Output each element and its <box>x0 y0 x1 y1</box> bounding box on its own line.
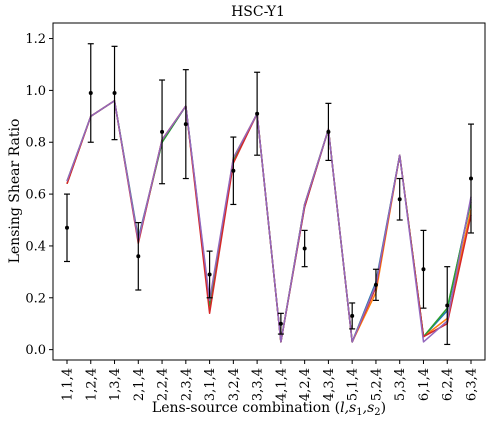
x-tick-label: 2,1,4 <box>132 368 147 401</box>
data-point <box>136 254 141 259</box>
x-tick-label: 3,2,4 <box>227 368 242 401</box>
data-point <box>255 111 260 116</box>
x-tick-label: 4,3,4 <box>322 368 337 401</box>
data-point <box>278 321 283 326</box>
x-tick-label: 5,1,4 <box>346 368 361 401</box>
y-tick-label: 1.2 <box>25 32 46 47</box>
y-axis-label: Lensing Shear Ratio <box>7 119 23 264</box>
data-point <box>183 122 188 127</box>
model-line <box>66 100 472 343</box>
data-point <box>231 168 236 173</box>
data-point <box>421 267 426 272</box>
y-tick-label: 0.2 <box>25 291 46 306</box>
y-tick-label: 0.6 <box>25 188 46 203</box>
x-tick-label: 1,1,4 <box>61 368 76 401</box>
y-axis: 0.0 0.2 0.4 0.6 0.8 1.0 1.2 <box>25 32 53 358</box>
x-tick-label: 6,2,4 <box>441 368 456 401</box>
model-lines <box>66 100 472 343</box>
x-tick-label: 1,2,4 <box>84 368 99 401</box>
chart-title: HSC-Y1 <box>231 4 285 20</box>
x-tick-label: 5,2,4 <box>369 368 384 401</box>
data-point <box>397 197 402 202</box>
x-tick-label: 6,3,4 <box>465 368 480 401</box>
x-tick-label: 2,2,4 <box>156 368 171 401</box>
x-axis-label: Lens-source combination (l,s1,s2) <box>152 400 386 418</box>
data-point <box>373 282 378 287</box>
y-tick-label: 0.8 <box>25 136 46 151</box>
x-tick-label: 1,3,4 <box>108 368 123 401</box>
plot-area <box>52 22 486 361</box>
x-tick-label: 3,1,4 <box>203 368 218 401</box>
data-point <box>207 272 212 277</box>
data-point <box>65 225 69 230</box>
x-tick-label: 5,3,4 <box>393 368 408 401</box>
data-point <box>88 90 93 95</box>
measurements <box>64 43 474 346</box>
data-point <box>469 176 473 181</box>
data-point <box>160 129 165 134</box>
x-tick-label: 3,3,4 <box>251 368 266 401</box>
y-tick-label: 0.4 <box>25 239 46 254</box>
y-tick-label: 0.0 <box>25 343 46 358</box>
data-point <box>350 313 355 318</box>
x-tick-label: 6,1,4 <box>417 368 432 401</box>
data-point <box>326 129 331 134</box>
x-tick-label: 4,1,4 <box>274 368 289 401</box>
data-point <box>302 246 307 251</box>
y-tick-label: 1.0 <box>25 84 46 99</box>
data-point <box>445 303 450 308</box>
x-tick-label: 4,2,4 <box>298 368 313 401</box>
x-tick-label: 2,3,4 <box>179 368 194 401</box>
data-point <box>112 90 117 95</box>
x-axis: 1,1,4 1,2,4 1,3,4 2,1,4 2,2,4 2,3,4 3,1,4 3,2,4… <box>61 360 480 401</box>
